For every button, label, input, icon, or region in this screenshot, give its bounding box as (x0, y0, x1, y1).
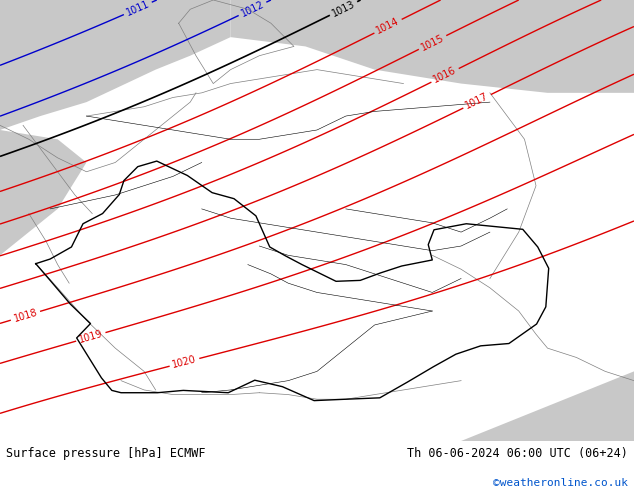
Polygon shape (0, 0, 231, 130)
Text: 1018: 1018 (12, 307, 39, 324)
Text: 1017: 1017 (464, 92, 490, 111)
Text: 1012: 1012 (239, 0, 266, 19)
Text: 1014: 1014 (375, 16, 401, 36)
Text: 1016: 1016 (432, 66, 458, 85)
Text: 1019: 1019 (77, 329, 104, 345)
Polygon shape (0, 130, 86, 255)
Text: Surface pressure [hPa] ECMWF: Surface pressure [hPa] ECMWF (6, 447, 206, 460)
Text: 1020: 1020 (171, 354, 198, 370)
Text: Th 06-06-2024 06:00 UTC (06+24): Th 06-06-2024 06:00 UTC (06+24) (407, 447, 628, 460)
Polygon shape (461, 371, 634, 441)
Polygon shape (231, 0, 634, 93)
Text: ©weatheronline.co.uk: ©weatheronline.co.uk (493, 478, 628, 488)
Text: 1015: 1015 (419, 32, 446, 52)
Text: 1011: 1011 (125, 0, 151, 18)
Text: 1013: 1013 (330, 0, 357, 19)
